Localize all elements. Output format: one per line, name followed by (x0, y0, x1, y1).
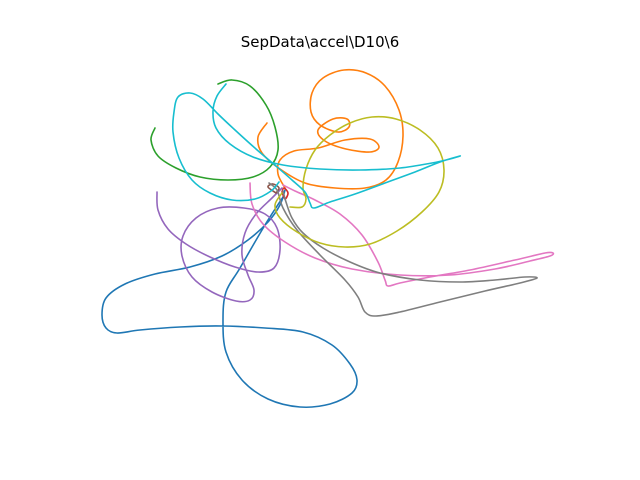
series-line-6 (249, 182, 555, 287)
series-line-8 (274, 115, 445, 248)
chart-title: SepData\accel\D10\6 (240, 33, 400, 51)
series-line-1 (256, 68, 404, 190)
series-line-2 (150, 79, 279, 181)
series-line-9 (171, 83, 462, 209)
series-line-4 (156, 187, 283, 303)
series-line-7 (268, 182, 538, 317)
series-line-0 (101, 189, 358, 408)
series-line-5 (267, 183, 280, 194)
